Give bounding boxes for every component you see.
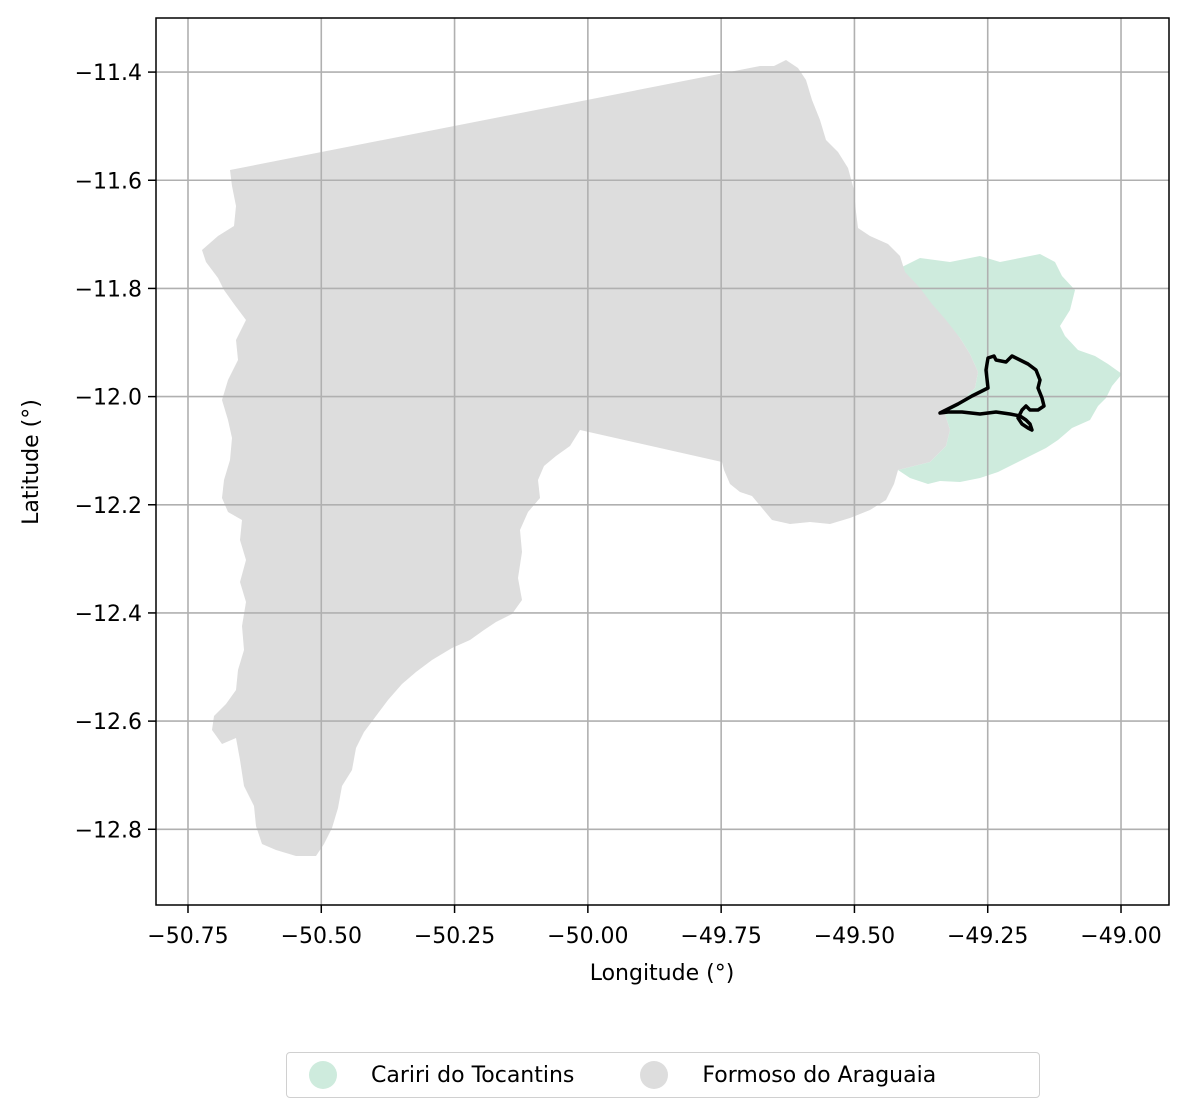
x-tick-label: −50.00 xyxy=(547,924,628,949)
y-tick-label: −11.6 xyxy=(75,169,142,194)
y-axis-label: Latitude (°) xyxy=(19,399,44,525)
region-cariri-do-tocantins xyxy=(898,254,1122,484)
y-tick-label: −12.8 xyxy=(75,818,142,843)
y-tick-label: −12.6 xyxy=(75,710,142,735)
y-tick-label: −11.8 xyxy=(75,277,142,302)
y-axis-ticks: −11.4 −11.6 −11.8 −12.0 −12.2 −12.4 −12.6 −12.8 xyxy=(75,61,156,843)
x-axis-ticks: −50.75 −50.50 −50.25 −50.00 −49.75 −49.50 −49.… xyxy=(147,905,1162,949)
x-axis-label: Longitude (°) xyxy=(590,961,735,986)
y-tick-label: −11.4 xyxy=(75,61,142,86)
legend-marker-formoso xyxy=(640,1061,669,1089)
y-tick-label: −12.0 xyxy=(75,386,142,411)
x-tick-label: −50.75 xyxy=(147,924,228,949)
x-tick-label: −49.00 xyxy=(1080,924,1161,949)
x-tick-label: −50.50 xyxy=(281,924,362,949)
region-formoso-do-araguaia xyxy=(202,60,978,856)
x-tick-label: −49.50 xyxy=(814,924,895,949)
y-tick-label: −12.4 xyxy=(75,602,142,627)
y-tick-label: −12.2 xyxy=(75,494,142,519)
legend-label-cariri: Cariri do Tocantins xyxy=(371,1062,575,1088)
legend-entry-formoso: Formoso do Araguaia xyxy=(574,1053,936,1097)
x-tick-label: −49.25 xyxy=(947,924,1028,949)
legend-marker-cariri xyxy=(309,1061,337,1089)
legend-entry-cariri: Cariri do Tocantins xyxy=(287,1053,574,1097)
legend: Cariri do Tocantins Formoso do Araguaia xyxy=(286,1052,1040,1098)
highlighted-area-outline xyxy=(938,354,1046,432)
x-tick-label: −50.25 xyxy=(414,924,495,949)
x-tick-label: −49.75 xyxy=(680,924,761,949)
legend-label-formoso: Formoso do Araguaia xyxy=(702,1062,937,1088)
plot-frame xyxy=(155,17,1170,906)
grid-lines xyxy=(156,18,1169,905)
